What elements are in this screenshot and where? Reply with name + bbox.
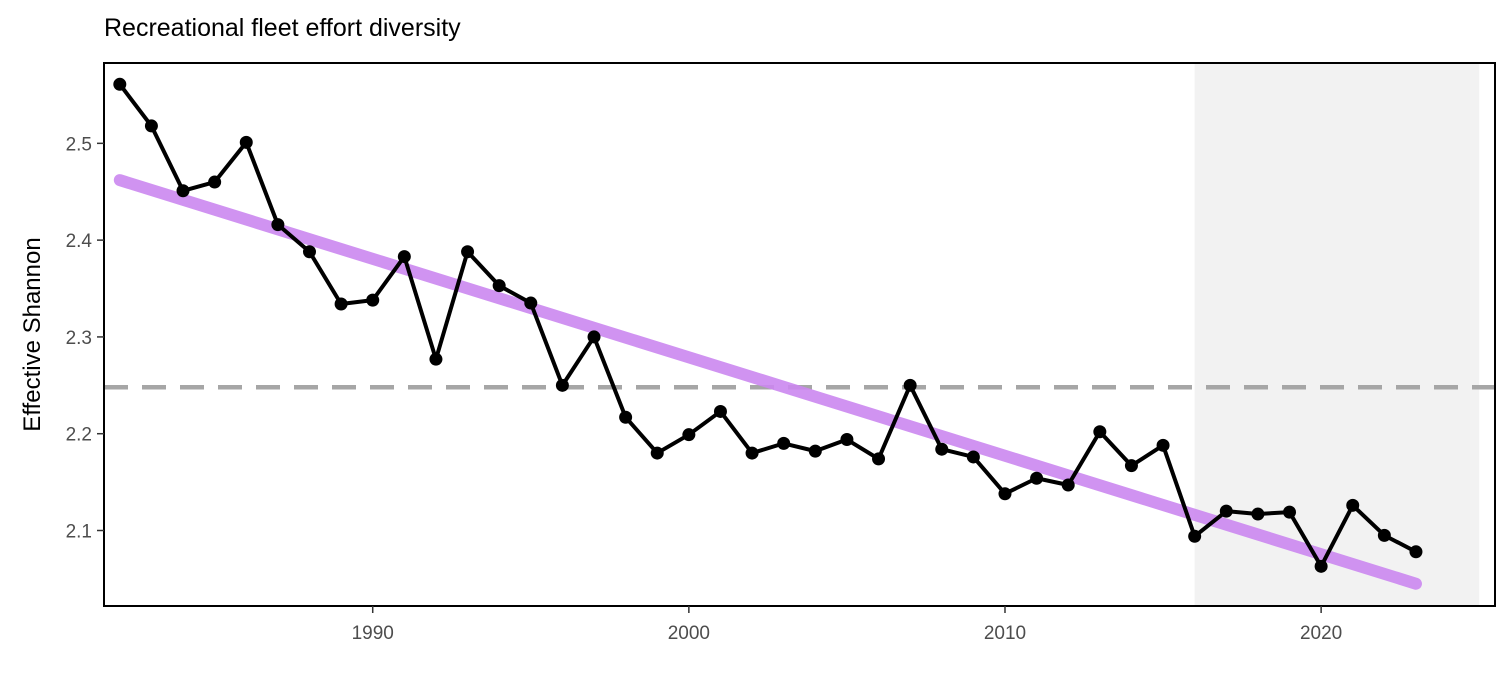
data-point — [777, 436, 791, 450]
data-point — [966, 450, 980, 464]
y-tick-label: 2.1 — [66, 522, 92, 543]
data-point — [271, 218, 285, 232]
data-point — [1283, 505, 1297, 519]
shaded-region — [1194, 63, 1480, 606]
data-point — [366, 293, 380, 307]
data-point — [1377, 528, 1391, 542]
data-point — [144, 119, 158, 133]
data-point — [650, 446, 664, 460]
data-point — [998, 487, 1012, 501]
data-point — [208, 175, 222, 189]
trend-line — [113, 174, 1422, 590]
series-line — [118, 83, 1417, 569]
data-point — [461, 245, 475, 259]
plot-border — [103, 62, 1496, 607]
data-point — [935, 442, 949, 456]
data-point — [903, 378, 917, 392]
data-point — [713, 404, 727, 418]
data-point — [840, 433, 854, 447]
data-point — [1061, 478, 1075, 492]
data-point — [872, 452, 886, 466]
data-point — [682, 428, 696, 442]
x-tick-label: 2020 — [1300, 623, 1342, 644]
data-point — [1251, 507, 1265, 521]
data-point — [239, 135, 253, 149]
x-tick-label: 1990 — [352, 623, 394, 644]
y-tick-label: 2.5 — [66, 134, 92, 155]
data-point — [524, 296, 538, 310]
data-point — [1156, 438, 1170, 452]
data-point — [1314, 559, 1328, 573]
data-point — [1093, 425, 1107, 439]
chart-title: Recreational fleet effort diversity — [104, 14, 461, 42]
data-point — [302, 245, 316, 259]
data-point — [1030, 471, 1044, 485]
y-tick-label: 2.4 — [66, 231, 93, 252]
data-point — [1124, 459, 1138, 473]
data-point — [492, 279, 506, 293]
data-point — [397, 250, 411, 264]
y-axis-title: Effective Shannon — [19, 237, 46, 431]
data-point — [587, 330, 601, 344]
data-point — [176, 184, 190, 198]
data-point — [619, 410, 633, 424]
data-point — [1409, 545, 1423, 559]
y-tick-label: 2.2 — [66, 425, 92, 446]
data-point — [1188, 529, 1202, 543]
x-tick-label: 2000 — [668, 623, 710, 644]
data-point — [113, 77, 127, 91]
y-tick-label: 2.3 — [66, 328, 92, 349]
data-point — [334, 297, 348, 311]
data-point — [555, 378, 569, 392]
data-point — [429, 352, 443, 366]
data-point — [1219, 504, 1233, 518]
data-point — [1346, 498, 1360, 512]
x-tick-label: 2010 — [984, 623, 1026, 644]
data-point — [745, 446, 759, 460]
data-point — [808, 444, 822, 458]
